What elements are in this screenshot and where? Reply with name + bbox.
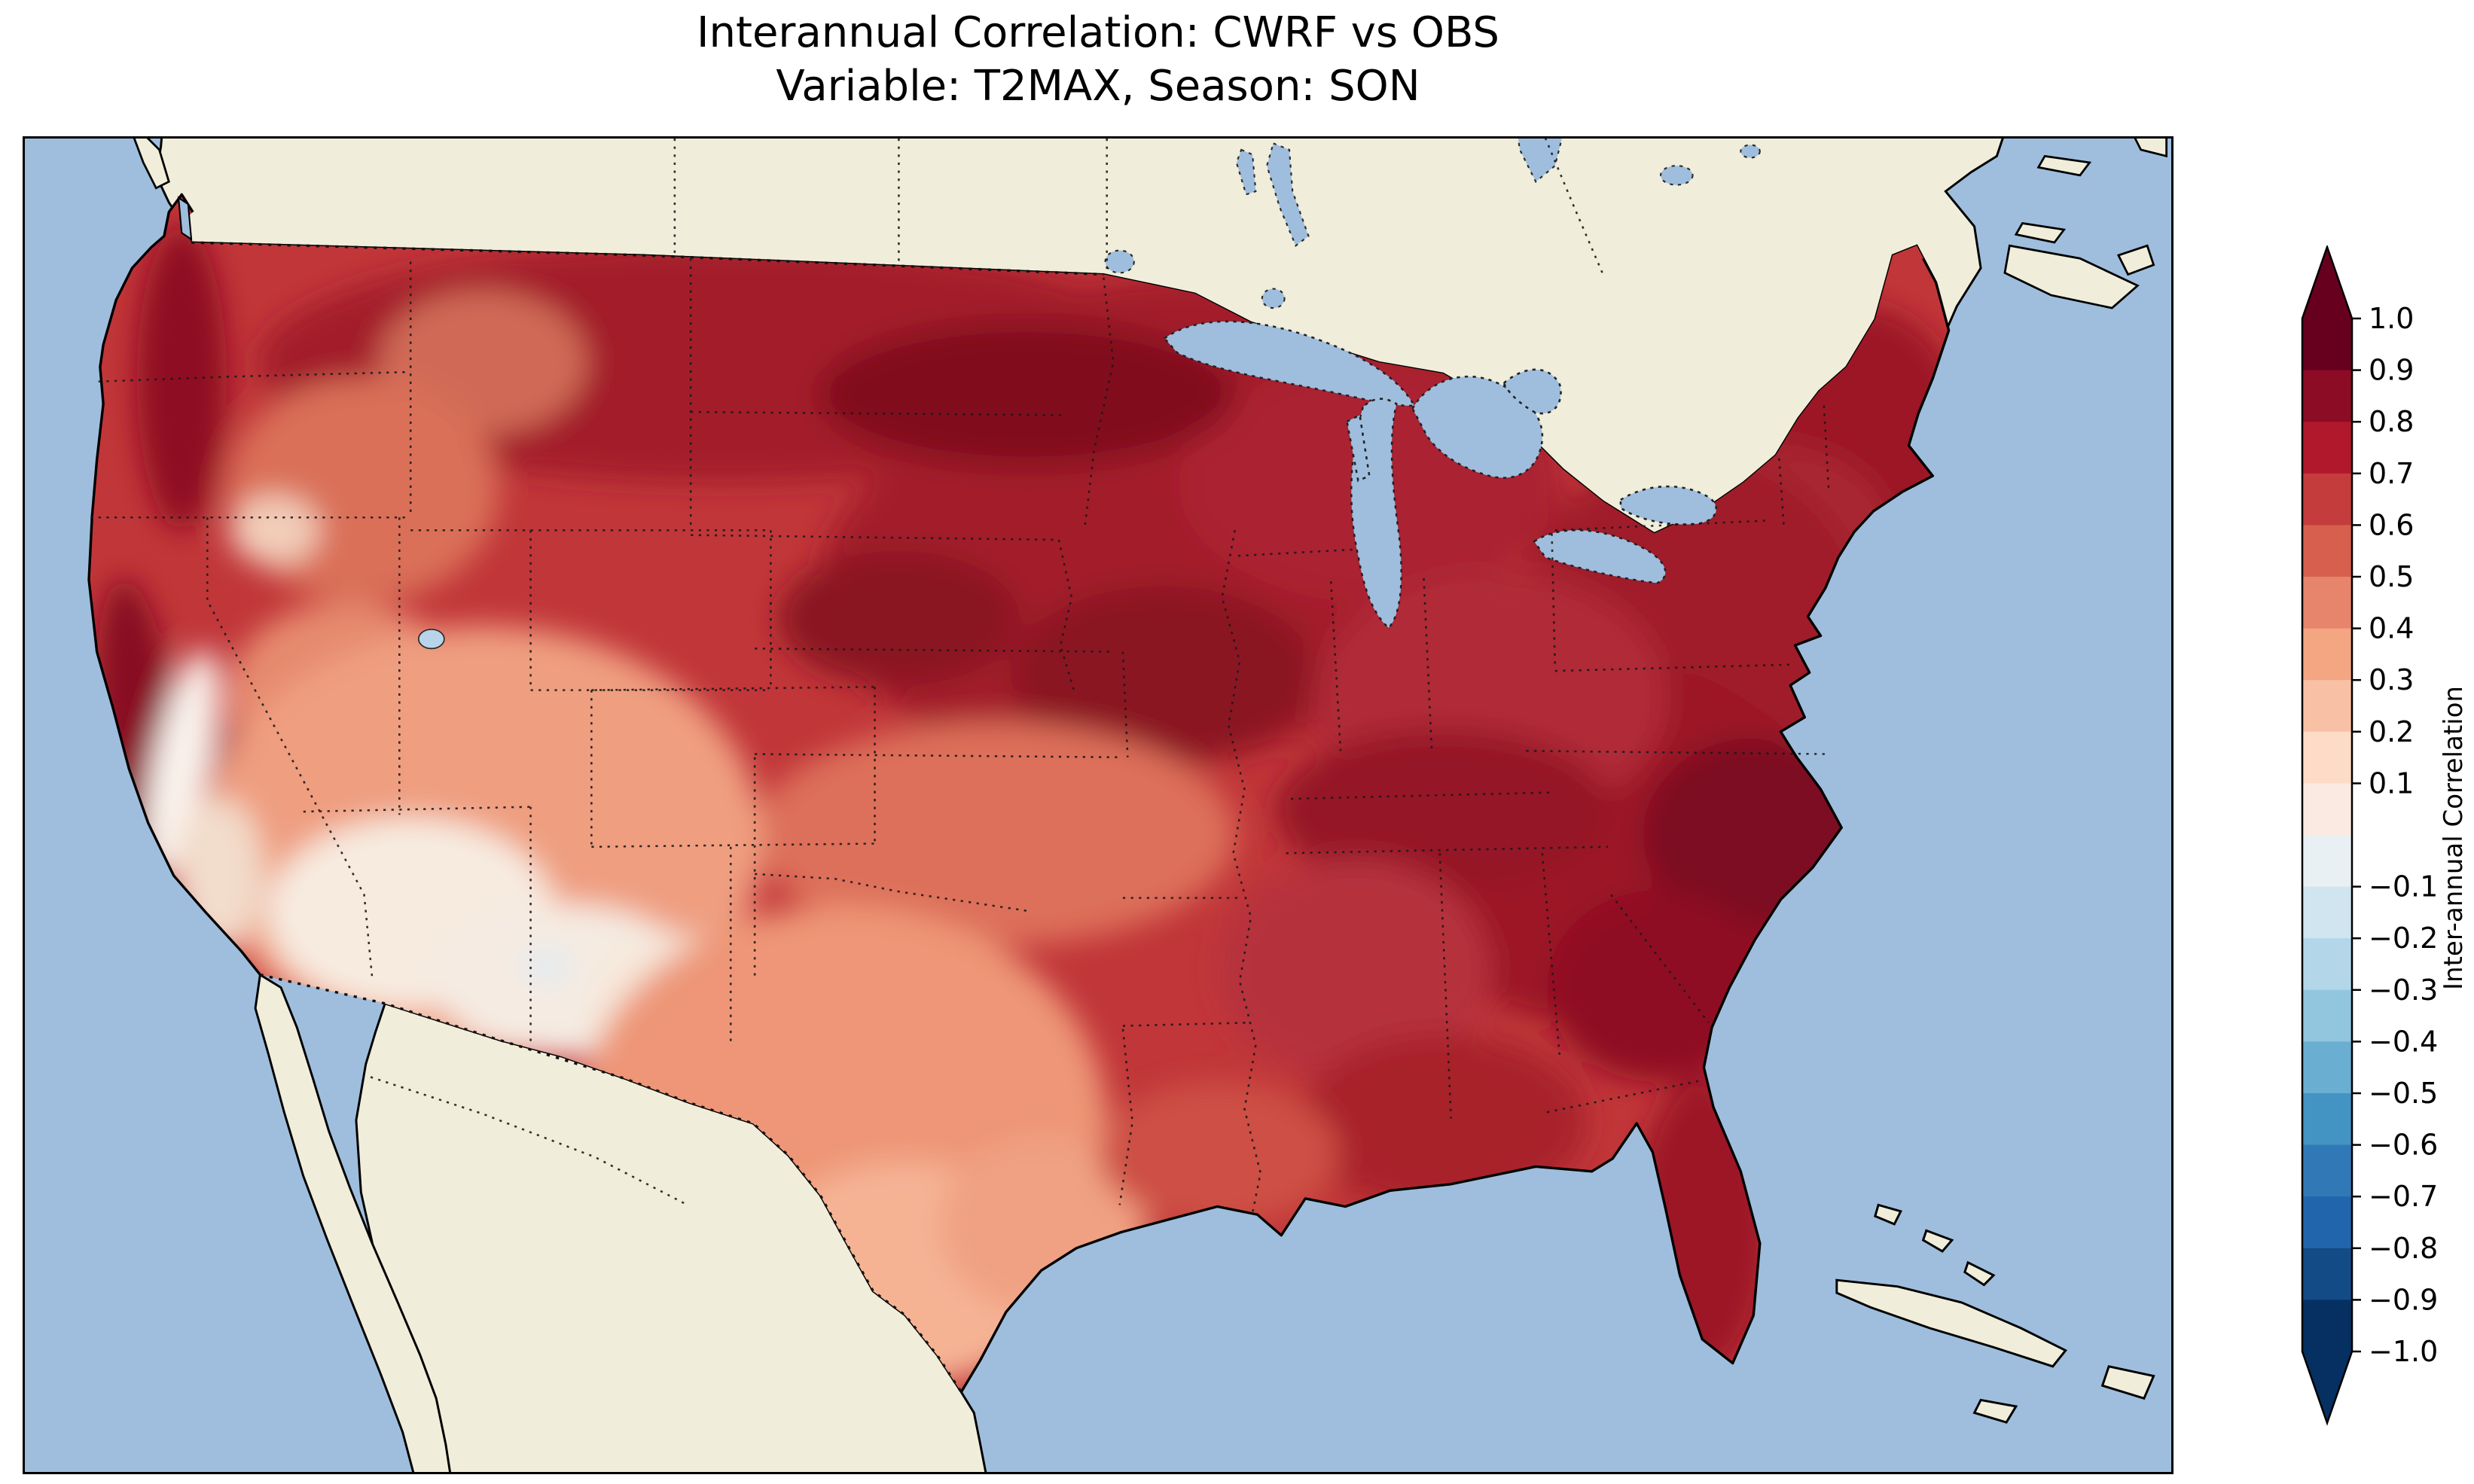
colorbar-tick-label: −0.7 bbox=[2369, 1180, 2438, 1213]
colorbar-tick-label: 0.4 bbox=[2369, 612, 2414, 645]
figure-title-line1: Interannual Correlation: CWRF vs OBS bbox=[697, 8, 1499, 57]
colorbar-tick-label: −0.2 bbox=[2369, 922, 2438, 955]
colorbar-tick-label: −0.3 bbox=[2369, 974, 2438, 1007]
colorbar-svg: 1.0 0.9 0.8 0.7 0.6 0.5 0.4 0.3 0.2 0.1 −0.1 −0.2 −0… bbox=[2301, 244, 2438, 1426]
colorbar-segment bbox=[2302, 577, 2352, 629]
baja-california bbox=[254, 973, 452, 1472]
colorbar-segment bbox=[2302, 318, 2352, 371]
lake-huron bbox=[1411, 375, 1544, 479]
colorbar-segment bbox=[2302, 1300, 2352, 1352]
map-svg bbox=[25, 139, 2171, 1472]
colorbar-tick-label: −1.0 bbox=[2369, 1335, 2438, 1368]
colorbar-segment bbox=[2302, 680, 2352, 733]
colorbar-tick-label: 0.8 bbox=[2369, 405, 2414, 438]
colorbar-segment bbox=[2302, 473, 2352, 526]
green-bay bbox=[1346, 413, 1371, 483]
vancouver-island bbox=[133, 139, 170, 190]
colorbar: 1.0 0.9 0.8 0.7 0.6 0.5 0.4 0.3 0.2 0.1 −0.1 −0.2 −0… bbox=[2299, 244, 2474, 1431]
colorbar-segment bbox=[2302, 1093, 2352, 1146]
colorbar-tick-label: 0.9 bbox=[2369, 354, 2414, 387]
caribbean-islands bbox=[1835, 1203, 2155, 1424]
us-coastlines bbox=[87, 193, 1951, 1393]
colorbar-tick-label: 0.5 bbox=[2369, 560, 2414, 593]
colorbar-tick-label: 0.3 bbox=[2369, 663, 2414, 696]
us-correlation-field bbox=[96, 226, 1949, 1386]
canadian-lakes bbox=[1104, 139, 1761, 309]
colorbar-segment bbox=[2302, 783, 2352, 836]
colorbar-tick-label: −0.1 bbox=[2369, 870, 2438, 904]
lake-erie bbox=[1533, 529, 1667, 584]
colorbar-tick-label: −0.4 bbox=[2369, 1025, 2438, 1058]
colorbar-segment bbox=[2302, 370, 2352, 422]
colorbar-segment bbox=[2302, 1196, 2352, 1249]
colorbar-segment bbox=[2302, 1248, 2352, 1300]
lake-superior bbox=[1163, 320, 1416, 407]
colorbar-segment bbox=[2302, 628, 2352, 681]
colorbar-tick-label: 0.6 bbox=[2369, 508, 2414, 541]
map-axes bbox=[23, 136, 2174, 1474]
atlantic-canada-islands bbox=[2003, 139, 2168, 309]
colorbar-segment bbox=[2302, 938, 2352, 991]
colorbar-segment bbox=[2302, 422, 2352, 474]
lake-ontario bbox=[1619, 485, 1718, 526]
colorbar-segment bbox=[2302, 731, 2352, 784]
colorbar-segment bbox=[2302, 886, 2352, 939]
puget-sound bbox=[177, 196, 193, 241]
colorbar-tick-label: −0.6 bbox=[2369, 1129, 2438, 1162]
figure-title: Interannual Correlation: CWRF vs OBS Var… bbox=[23, 6, 2174, 113]
colorbar-under-arrow bbox=[2302, 1351, 2352, 1423]
georgian-bay bbox=[1502, 368, 1562, 415]
colorbar-tick-label: −0.8 bbox=[2369, 1232, 2438, 1265]
colorbar-segment bbox=[2302, 835, 2352, 888]
colorbar-tick-label: 1.0 bbox=[2369, 302, 2414, 335]
colorbar-tick-label: 0.7 bbox=[2369, 457, 2414, 490]
great-lakes bbox=[1163, 320, 1718, 629]
figure-title-line2: Variable: T2MAX, Season: SON bbox=[776, 62, 1420, 111]
colorbar-tick-label: 0.1 bbox=[2369, 766, 2414, 800]
colorbar-segment bbox=[2302, 989, 2352, 1042]
mexico-landmass bbox=[355, 1001, 987, 1472]
colorbar-tick-label: −0.9 bbox=[2369, 1283, 2438, 1316]
great-salt-lake bbox=[417, 629, 445, 650]
colorbar-tick-label: 0.2 bbox=[2369, 715, 2414, 748]
colorbar-segment bbox=[2302, 1144, 2352, 1197]
colorbar-over-arrow bbox=[2302, 247, 2352, 318]
colorbar-tick-label: −0.5 bbox=[2369, 1077, 2438, 1110]
colorbar-segment bbox=[2302, 525, 2352, 577]
international-borders bbox=[191, 241, 1104, 1393]
colorbar-segment bbox=[2302, 1041, 2352, 1094]
state-boundaries bbox=[90, 139, 1830, 1214]
colorbar-axis-label: Inter-annual Correlation bbox=[2439, 686, 2469, 990]
